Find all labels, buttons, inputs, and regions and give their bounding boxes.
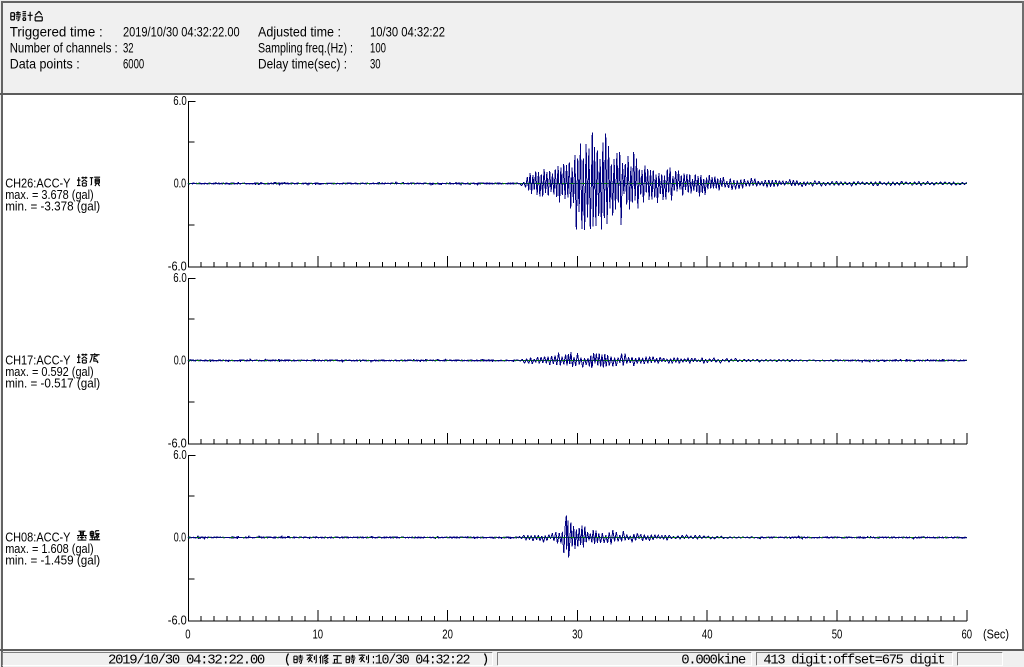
svg-text:0.0: 0.0 xyxy=(174,176,186,191)
svg-text:10/30 04:32:22: 10/30 04:32:22 xyxy=(375,653,470,667)
svg-text:6.0: 6.0 xyxy=(173,447,186,462)
svg-text:Adjusted time :: Adjusted time : xyxy=(258,24,341,40)
svg-text:Number of channels :: Number of channels : xyxy=(10,40,118,56)
svg-text:max. = 3.678 (gal): max. = 3.678 (gal) xyxy=(5,187,94,202)
svg-text:max. = 1.608 (gal): max. = 1.608 (gal) xyxy=(5,541,94,556)
svg-text:2019/10/30 04:32:22.00: 2019/10/30 04:32:22.00 xyxy=(123,24,240,40)
svg-text:0: 0 xyxy=(185,627,190,642)
svg-text:min. = -0.517 (gal): min. = -0.517 (gal) xyxy=(5,375,100,390)
svg-text::: : xyxy=(371,653,376,667)
svg-text:-6.0: -6.0 xyxy=(168,259,187,274)
svg-text:-6.0: -6.0 xyxy=(168,436,187,451)
svg-text:CH08:ACC-Y: CH08:ACC-Y xyxy=(5,529,71,544)
svg-text:50: 50 xyxy=(832,627,843,642)
svg-text:Triggered time :: Triggered time : xyxy=(10,24,103,40)
svg-text:min. = -3.378 (gal): min. = -3.378 (gal) xyxy=(5,198,100,213)
svg-text:100: 100 xyxy=(370,40,386,56)
svg-text:20: 20 xyxy=(442,627,453,642)
svg-text:0.0: 0.0 xyxy=(174,530,186,545)
svg-text:40: 40 xyxy=(702,627,713,642)
svg-text:6.0: 6.0 xyxy=(173,270,186,285)
svg-text:6000: 6000 xyxy=(123,56,144,72)
svg-text:60: 60 xyxy=(962,627,973,642)
svg-text:32: 32 xyxy=(123,40,134,56)
svg-text:2019/10/30 04:32:22.00: 2019/10/30 04:32:22.00 xyxy=(108,653,265,667)
svg-text:10: 10 xyxy=(313,627,324,642)
svg-text:10/30 04:32:22: 10/30 04:32:22 xyxy=(370,24,445,40)
svg-text:CH17:ACC-Y: CH17:ACC-Y xyxy=(5,352,71,367)
svg-text:6.0: 6.0 xyxy=(173,93,186,108)
svg-text:min. = -1.459 (gal): min. = -1.459 (gal) xyxy=(5,552,100,567)
svg-text:0.000kine: 0.000kine xyxy=(681,653,746,667)
svg-text:413 digit:offset=675 digit: 413 digit:offset=675 digit xyxy=(763,653,944,667)
svg-text:-6.0: -6.0 xyxy=(168,613,187,628)
svg-text:30: 30 xyxy=(370,56,381,72)
svg-text:Data points :: Data points : xyxy=(10,56,80,72)
svg-text:(Sec): (Sec) xyxy=(983,627,1009,642)
svg-text:CH26:ACC-Y: CH26:ACC-Y xyxy=(5,175,71,190)
svg-text:Delay time(sec) :: Delay time(sec) : xyxy=(258,56,347,72)
svg-text:30: 30 xyxy=(572,627,583,642)
svg-text:max. = 0.592 (gal): max. = 0.592 (gal) xyxy=(5,364,94,379)
svg-text:Sampling freq.(Hz) :: Sampling freq.(Hz) : xyxy=(258,40,353,56)
svg-text:0.0: 0.0 xyxy=(174,353,186,368)
